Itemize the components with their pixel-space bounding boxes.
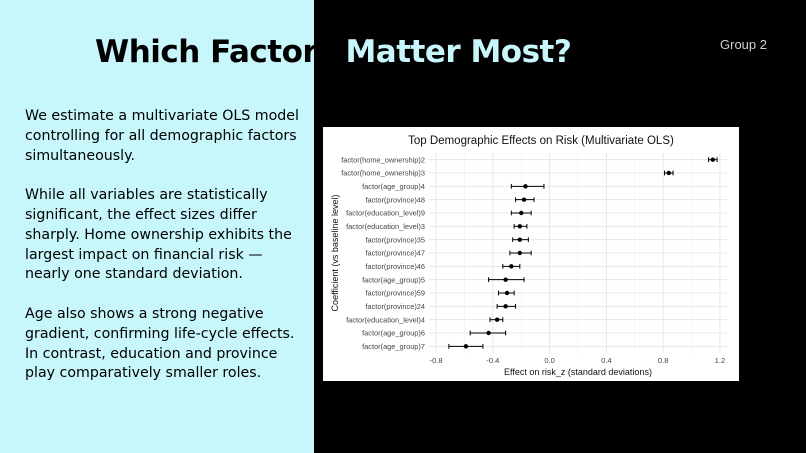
x-tick-label: -0.4 (486, 356, 499, 365)
chart-title: Top Demographic Effects on Risk (Multiva… (408, 135, 674, 147)
x-tick-label: 0.4 (601, 356, 612, 365)
coefficient-chart-svg: Top Demographic Effects on Risk (Multiva… (330, 135, 727, 377)
coefficient-point (509, 264, 514, 269)
paragraph-effect-sizes: While all variables are statistically si… (25, 187, 292, 283)
coefficient-point (503, 304, 508, 309)
coefficient-point (494, 317, 500, 322)
slide-title: Which Factors Matter Most? (95, 34, 572, 71)
body-text: We estimate a multivariate OLS model con… (25, 107, 310, 404)
paragraph-method: We estimate a multivariate OLS model con… (25, 108, 299, 164)
y-tick-label: factor(province)46 (365, 262, 425, 271)
y-tick-label: factor(education_level)3 (346, 222, 425, 231)
coefficient-point (517, 250, 523, 256)
paragraph-age-gradient: Age also shows a strong negative gradien… (25, 305, 295, 382)
y-tick-label: factor(age_group)6 (362, 329, 425, 338)
coefficient-point (503, 277, 508, 282)
y-tick-label: factor(province)59 (365, 289, 425, 298)
coefficient-chart: Top Demographic Effects on Risk (Multiva… (323, 127, 739, 381)
coefficient-point (504, 290, 510, 296)
coefficient-point (517, 237, 523, 242)
y-tick-label: factor(home_ownership)2 (341, 155, 425, 164)
coefficient-point (517, 224, 523, 229)
x-tick-label: -0.8 (430, 356, 443, 365)
y-tick-label: factor(province)48 (365, 195, 425, 204)
y-tick-label: factor(education_level)4 (346, 315, 425, 324)
coefficient-point (710, 157, 716, 162)
y-tick-label: factor(province)24 (365, 302, 425, 311)
left-panel (0, 0, 314, 453)
y-tick-label: factor(age_group)5 (362, 275, 425, 284)
slide-title-part-2: Matter Most? (345, 34, 572, 70)
y-tick-label: factor(province)47 (365, 249, 425, 258)
y-tick-label: factor(age_group)7 (362, 342, 425, 351)
slide-title-part-1: Which Factors (95, 34, 346, 70)
x-tick-label: 1.2 (715, 356, 726, 365)
x-axis-label: Effect on risk_z (standard deviations) (504, 367, 652, 377)
y-tick-label: factor(age_group)4 (362, 182, 425, 191)
x-tick-label: 0.0 (544, 356, 555, 365)
y-tick-label: factor(home_ownership)3 (341, 169, 425, 178)
coefficient-point (463, 344, 469, 349)
y-tick-label: factor(province)35 (365, 235, 425, 244)
coefficient-point (666, 170, 672, 176)
coefficient-point (521, 197, 527, 202)
group-label: Group 2 (720, 37, 767, 52)
coefficient-point (486, 330, 491, 336)
x-tick-label: 0.8 (658, 356, 669, 365)
coefficient-point (519, 210, 524, 216)
y-axis-label: Coefficient (vs baseline level) (330, 195, 340, 312)
coefficient-point (523, 184, 528, 189)
y-tick-label: factor(education_level)9 (346, 209, 425, 218)
